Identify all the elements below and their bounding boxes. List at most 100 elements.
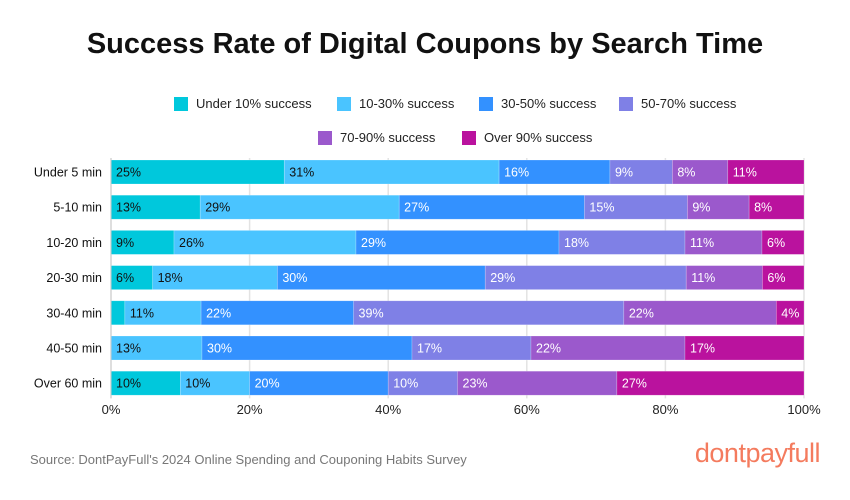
data-label: 13%	[116, 342, 141, 356]
brand-logo: dontpayfull	[694, 438, 821, 468]
bar-segment	[398, 194, 585, 220]
data-label: 22%	[629, 306, 654, 320]
chart-title: Success Rate of Digital Coupons by Searc…	[86, 28, 764, 60]
bar-chart: 0% 20% 40% 60% 80% 100% Under 5 min 25% 31% 16% 9%…	[34, 158, 821, 417]
y-category-label: 30-40 min	[46, 306, 102, 320]
bar-segment	[387, 370, 458, 396]
data-label: 6%	[767, 236, 785, 250]
bar-segment	[609, 159, 673, 185]
data-label: 22%	[536, 342, 561, 356]
data-label: 16%	[504, 166, 529, 180]
bar-segment	[684, 335, 805, 361]
data-label: 8%	[754, 201, 772, 215]
legend-label: 70-90% success	[340, 130, 436, 145]
bar-segment	[355, 230, 560, 255]
data-label: 29%	[205, 201, 230, 215]
bar-segment	[152, 265, 278, 290]
legend-label: 30-50% success	[501, 96, 597, 111]
data-label: 22%	[206, 306, 231, 320]
data-label: 9%	[615, 166, 633, 180]
data-label: 17%	[417, 342, 442, 356]
data-label: 29%	[361, 236, 386, 250]
bar-segment	[484, 265, 687, 290]
bar-segment	[584, 194, 688, 220]
data-label: 30%	[207, 342, 232, 356]
bar-segment	[775, 300, 805, 326]
legend-item: Under 10% success	[174, 96, 312, 111]
legend-swatch	[479, 96, 493, 111]
bar-segment	[623, 300, 777, 326]
bar-segment	[200, 300, 354, 326]
data-label: 8%	[677, 166, 695, 180]
data-label: 27%	[404, 201, 429, 215]
source-note: Source: DontPayFull's 2024 Online Spendi…	[30, 452, 467, 467]
bar-segment	[124, 300, 202, 326]
legend-label: Over 90% success	[484, 130, 593, 145]
bar-segment	[283, 159, 500, 185]
bar-segment	[530, 335, 686, 361]
y-category-label: 10-20 min	[46, 236, 102, 250]
bar-segment	[110, 300, 126, 326]
data-label: 25%	[116, 166, 141, 180]
bar-segment	[558, 230, 686, 255]
data-label: 10%	[393, 377, 418, 391]
data-label: 20%	[255, 377, 280, 391]
legend-item: Over 90% success	[462, 130, 592, 145]
legend-item: 10-30% success	[337, 96, 454, 111]
data-label: 9%	[692, 201, 710, 215]
data-label: 23%	[463, 377, 488, 391]
legend-item: 30-50% success	[479, 96, 596, 111]
legend-label: Under 10% success	[196, 96, 312, 111]
data-label: 11%	[690, 236, 714, 250]
legend-swatch	[462, 130, 476, 145]
legend-label: 50-70% success	[641, 96, 737, 111]
data-label: 29%	[490, 271, 515, 285]
legend-swatch	[174, 96, 188, 111]
legend-label: 10-30% success	[359, 96, 455, 111]
data-label: 6%	[767, 271, 785, 285]
bar-segment	[353, 300, 625, 326]
data-label: 18%	[158, 271, 183, 285]
legend-item: 70-90% success	[318, 130, 435, 145]
y-category-label: Over 60 min	[34, 377, 102, 391]
bar-segment	[684, 230, 763, 255]
bar-segment	[748, 194, 805, 220]
data-label: 30%	[282, 271, 307, 285]
x-tick-label: 20%	[237, 402, 263, 417]
data-label: 13%	[116, 201, 141, 215]
legend-swatch	[619, 96, 633, 111]
x-tick-label: 80%	[652, 402, 678, 417]
data-label: 17%	[690, 342, 715, 356]
bar-segment	[173, 230, 357, 255]
data-label: 31%	[289, 166, 314, 180]
data-label: 27%	[622, 377, 647, 391]
bar-segment	[201, 335, 413, 361]
data-label: 11%	[691, 271, 715, 285]
bar-segment	[727, 159, 805, 185]
legend-swatch	[337, 96, 351, 111]
data-label: 39%	[359, 306, 384, 320]
data-label: 10%	[116, 377, 141, 391]
bar-segment	[498, 159, 611, 185]
bar-segment	[110, 194, 201, 220]
data-label: 9%	[116, 236, 134, 250]
bar-segment	[249, 370, 389, 396]
bar-segment	[110, 335, 203, 361]
x-tick-label: 60%	[514, 402, 540, 417]
bar-segment	[687, 194, 750, 220]
bar-segment	[180, 370, 250, 396]
y-category-label: 20-30 min	[46, 271, 102, 285]
bar-segment	[199, 194, 400, 220]
y-category-label: 40-50 min	[46, 342, 102, 356]
data-label: 11%	[130, 306, 154, 320]
x-tick-label: 0%	[102, 402, 121, 417]
data-label: 10%	[185, 377, 210, 391]
data-label: 15%	[589, 201, 614, 215]
bar-segment	[277, 265, 486, 290]
legend-swatch	[318, 130, 332, 145]
data-label: 6%	[116, 271, 134, 285]
bar-segment	[110, 265, 153, 290]
bar-segment	[616, 370, 805, 396]
data-label: 4%	[781, 306, 799, 320]
